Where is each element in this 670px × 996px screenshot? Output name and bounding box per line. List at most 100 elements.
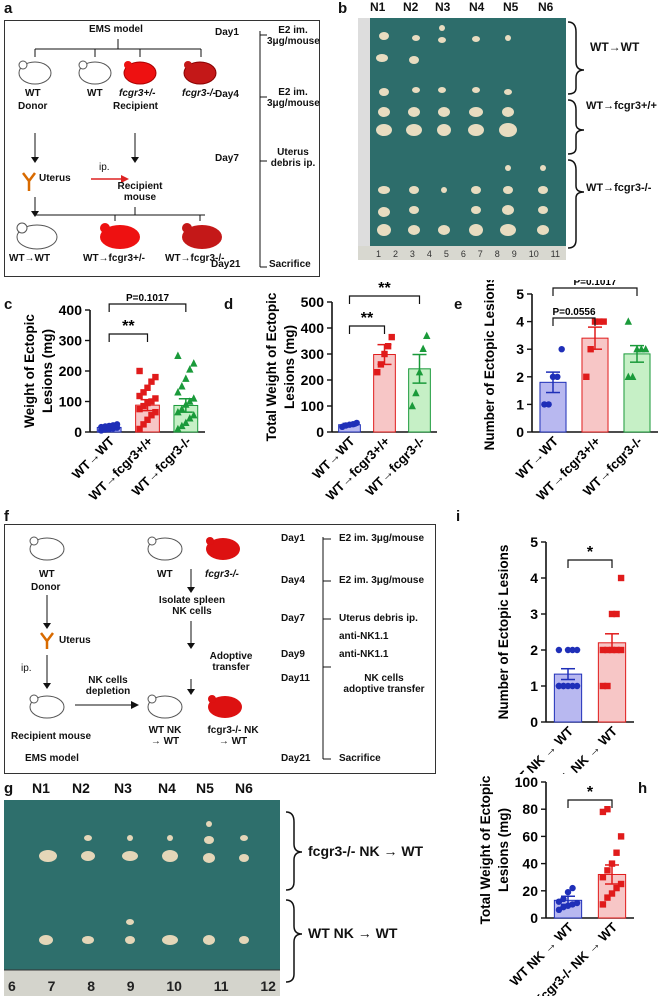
uterus-icon	[22, 172, 36, 191]
mouse-wt-donor-icon	[18, 60, 52, 85]
i-point-1-4	[617, 646, 625, 654]
mouse-f-wt-donor-icon	[29, 536, 65, 561]
f-tl-day7: Day7	[281, 613, 305, 624]
i-bracket-0	[567, 559, 613, 568]
e-ytick-label-2: 2	[516, 369, 524, 385]
f-tl-day1: Day1	[281, 533, 305, 544]
i-ytick-label-5: 5	[530, 534, 538, 550]
ruler-b-11: 11	[550, 249, 560, 259]
d-ytick-label-1: 100	[301, 398, 325, 414]
mouse-label-het: fcgr3+/-	[119, 88, 156, 99]
g-group-konk: fcgr3-/- NK → WT	[308, 843, 424, 859]
d-bracket-0	[348, 325, 386, 334]
panel-label-a: a	[4, 0, 13, 17]
b-col-n3: N3	[435, 0, 451, 14]
timeline-day7: Day7	[215, 153, 239, 164]
c-point-1-11	[140, 389, 147, 396]
i-ytick-label-3: 3	[530, 606, 538, 622]
e-bar-1	[581, 337, 609, 433]
h-ylabel-line-0: Total Weight of Ectopic	[478, 775, 493, 924]
d-ytick-label-0: 0	[316, 424, 324, 440]
h-ytick-label-2: 40	[522, 856, 538, 872]
c-ylabel-line-0: Weight of Ectopic	[22, 314, 37, 428]
c-point-2-3	[186, 414, 194, 422]
f-tl-antink1: anti-NK1.1	[339, 631, 389, 642]
e-point-1-3	[596, 318, 603, 325]
h-annotation-0: *	[587, 784, 594, 801]
c-point-2-4	[190, 411, 198, 419]
c-ytick-label-1: 100	[59, 394, 83, 410]
h-point-1-7	[608, 860, 616, 867]
f-donor-label: Donor	[31, 582, 61, 593]
f-tl-antink2: anti-NK1.1	[339, 649, 389, 660]
donor-label: Donor	[18, 101, 48, 112]
lesion-photo-b-art	[358, 18, 566, 260]
f-depletion-label: NK cells depletion	[85, 675, 131, 697]
d-point-1-1	[377, 361, 385, 368]
f-tl-day21: Day21	[281, 753, 311, 764]
f-group-konk: fcgr3-/- NK → WT	[207, 725, 259, 747]
d-point-2-3	[419, 344, 427, 352]
timeline-day1-text: E2 im. 3μg/mouse	[267, 25, 320, 47]
mouse-f-recipient-icon	[29, 694, 65, 719]
timeline-day4: Day4	[215, 89, 239, 100]
c-point-1-2	[144, 416, 151, 423]
e-point-1-0	[583, 373, 590, 380]
b-col-n6: N6	[538, 0, 554, 14]
ip-label: ip.	[99, 162, 110, 173]
e-point-2-5	[624, 317, 633, 325]
group-label-wt: WT→WT	[9, 253, 51, 264]
f-tl-day4-text: E2 im. 3μg/mouse	[339, 575, 425, 586]
i-ytick-label-4: 4	[530, 570, 538, 586]
ruler-b-7: 7	[477, 249, 483, 259]
photo-b-ruler: 1 2 3 4 5 6 7 8 9 10 11	[370, 249, 566, 259]
c-bracket-1	[108, 303, 187, 312]
mouse-wt-icon	[78, 60, 112, 85]
c-bracket-0	[108, 333, 149, 342]
d-ytick-label-5: 500	[301, 294, 325, 310]
timeline-day21-text: Sacrifice	[269, 259, 311, 270]
chart-c: 0 100 200 300 400 Weight of Ectopic Lesions (m…	[22, 293, 205, 503]
ruler-b-4: 4	[426, 249, 432, 259]
ruler-g-7: 7	[47, 978, 56, 994]
timeline-day7-text: Uterus debris ip.	[270, 147, 316, 169]
d-bar-1	[373, 354, 396, 433]
group-label-het: WT→fcgr3+/-	[83, 253, 145, 264]
f-mouse-label-wt: WT	[39, 569, 55, 580]
ruler-b-1: 1	[375, 249, 381, 259]
ruler-b-5: 5	[443, 249, 449, 259]
lesion-photo-b: 1 2 3 4 5 6 7 8 9 10 11	[358, 18, 566, 260]
e-point-0-1	[545, 401, 552, 408]
i-point-0-6	[560, 682, 567, 690]
i-annotation-0: *	[587, 544, 594, 561]
d-ylabel-line-1: Lesions (mg)	[282, 325, 297, 409]
c-point-1-15	[136, 367, 143, 375]
b-group-ko: WT→fcgr3-/-	[586, 182, 652, 194]
panel-label-d: d	[224, 296, 234, 313]
lesion-photo-g: 6 7 8 9 10 11 12	[4, 800, 280, 996]
c-point-1-7	[144, 399, 151, 407]
h-ytick-label-3: 60	[522, 828, 538, 844]
photo-g-ruler: 6 7 8 9 10 11 12	[8, 978, 276, 994]
uterus-f-icon	[40, 632, 54, 649]
panel-label-g: g	[4, 780, 14, 797]
i-point-0-10	[555, 646, 563, 654]
c-point-2-14	[190, 359, 198, 367]
chart-h: 0 20 40 60 80 100 Total Weight of Ectopic Lesio…	[478, 774, 634, 996]
g-col-n1: N1	[32, 780, 50, 796]
c-ytick-label-3: 300	[59, 333, 83, 349]
ruler-g-8: 8	[87, 978, 95, 994]
ruler-g-9: 9	[126, 978, 135, 994]
c-point-2-6	[178, 404, 186, 413]
h-ytick-label-1: 20	[522, 883, 538, 899]
c-ytick-label-0: 0	[74, 424, 82, 440]
d-point-2-4	[423, 331, 431, 339]
e-annotation-1: P=0.1017	[573, 280, 617, 288]
lesion-photo-g-art	[4, 800, 280, 996]
c-annotation-1: P=0.1017	[126, 293, 170, 304]
e-point-0-3	[554, 373, 561, 380]
c-point-1-12	[144, 384, 151, 391]
ruler-b-10: 10	[528, 249, 539, 259]
h-ylabel-line-1: Lesions (mg)	[496, 808, 511, 892]
g-col-n2: N2	[72, 780, 90, 796]
